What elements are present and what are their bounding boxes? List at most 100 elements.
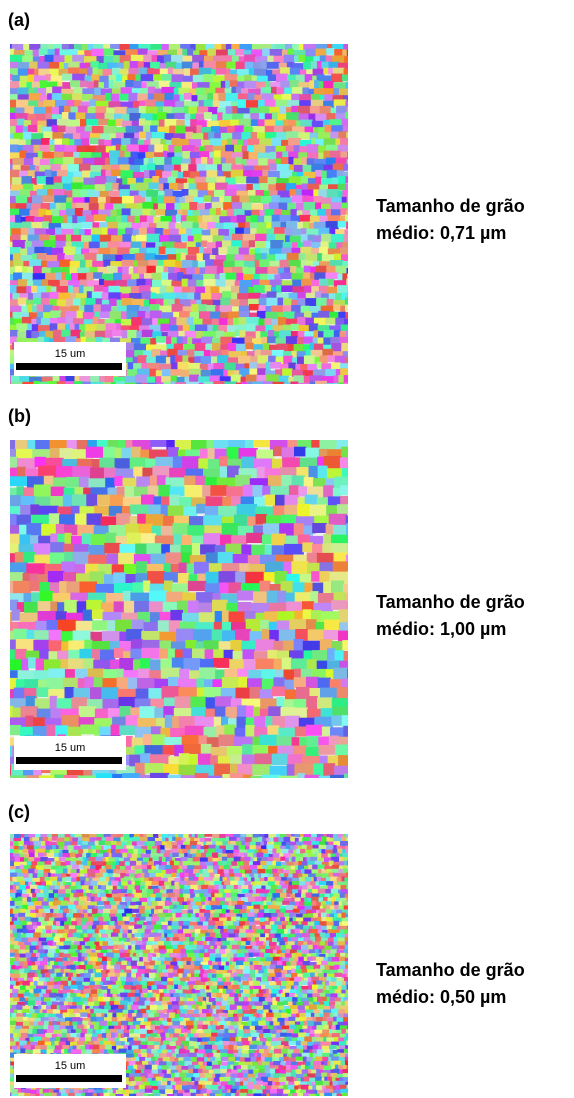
grain	[111, 725, 121, 738]
grain	[209, 881, 215, 886]
grain	[133, 467, 143, 477]
grain	[113, 869, 116, 873]
grain	[103, 853, 109, 858]
grain	[82, 833, 90, 838]
grain	[282, 901, 290, 905]
grain	[211, 905, 215, 910]
grain	[326, 881, 334, 886]
grain	[127, 144, 140, 151]
grain	[23, 849, 29, 853]
grain	[36, 659, 45, 671]
grain	[159, 649, 169, 659]
grain	[303, 526, 313, 536]
grain	[290, 837, 295, 841]
grain	[216, 841, 223, 845]
grain	[108, 222, 119, 229]
grain	[191, 917, 197, 921]
grain	[236, 176, 248, 183]
grain	[338, 176, 346, 184]
grain	[50, 145, 55, 151]
grain	[137, 841, 145, 846]
grain	[111, 865, 116, 869]
grain	[264, 909, 269, 914]
grain	[141, 873, 144, 878]
grain	[111, 845, 116, 850]
grain	[112, 330, 122, 337]
grain	[10, 775, 28, 793]
grain	[97, 254, 104, 261]
grain	[219, 456, 228, 466]
grain	[257, 853, 264, 858]
grain	[119, 94, 129, 101]
grain	[77, 216, 86, 223]
grain	[318, 745, 336, 755]
grain	[42, 221, 49, 228]
grain	[300, 833, 304, 837]
grain	[145, 763, 165, 774]
grain	[184, 744, 203, 754]
grain	[12, 609, 21, 620]
grain	[79, 375, 91, 386]
grain	[298, 383, 311, 392]
grain	[202, 485, 211, 497]
grain	[74, 42, 82, 51]
grain	[109, 857, 116, 861]
grain	[143, 581, 150, 592]
grain	[282, 447, 296, 458]
grain	[168, 921, 172, 926]
grain	[57, 905, 61, 910]
grain	[206, 572, 220, 585]
grain	[172, 304, 184, 312]
grain	[84, 50, 92, 56]
grain	[244, 857, 251, 862]
grain	[292, 561, 309, 575]
grain	[343, 42, 349, 50]
grain	[218, 229, 230, 237]
grain	[122, 260, 135, 267]
grain	[109, 889, 112, 893]
grain	[221, 81, 226, 88]
grain	[96, 857, 103, 862]
grain	[99, 248, 112, 255]
grain	[205, 937, 213, 941]
grain	[52, 925, 55, 929]
grain	[162, 857, 166, 862]
grain	[339, 861, 345, 865]
grain	[141, 383, 148, 391]
grain	[168, 775, 182, 789]
grain	[343, 382, 355, 393]
grain	[150, 773, 169, 783]
grain	[141, 241, 146, 248]
grain	[329, 861, 334, 865]
grain	[89, 203, 100, 211]
grain	[183, 171, 190, 178]
grain	[295, 727, 307, 737]
grain	[133, 267, 138, 274]
grain	[299, 55, 306, 62]
grain	[340, 208, 347, 215]
grain	[189, 139, 202, 146]
grain	[189, 363, 201, 370]
grain	[22, 382, 34, 391]
grain	[64, 63, 69, 70]
grain	[222, 523, 240, 536]
grain	[59, 260, 71, 267]
grain	[36, 687, 49, 697]
grain	[284, 913, 290, 917]
grain	[141, 533, 156, 544]
grain	[208, 849, 216, 854]
grain	[146, 107, 159, 114]
grain	[86, 119, 99, 126]
grain	[204, 382, 215, 389]
grain	[348, 571, 356, 582]
grain	[203, 279, 216, 286]
grain	[256, 639, 275, 651]
grain	[215, 696, 232, 707]
grain	[249, 240, 256, 247]
grain	[121, 311, 127, 320]
grain	[342, 877, 345, 882]
grain	[219, 583, 229, 594]
grain	[5, 228, 11, 237]
grain	[266, 845, 273, 850]
grain	[6, 885, 10, 889]
